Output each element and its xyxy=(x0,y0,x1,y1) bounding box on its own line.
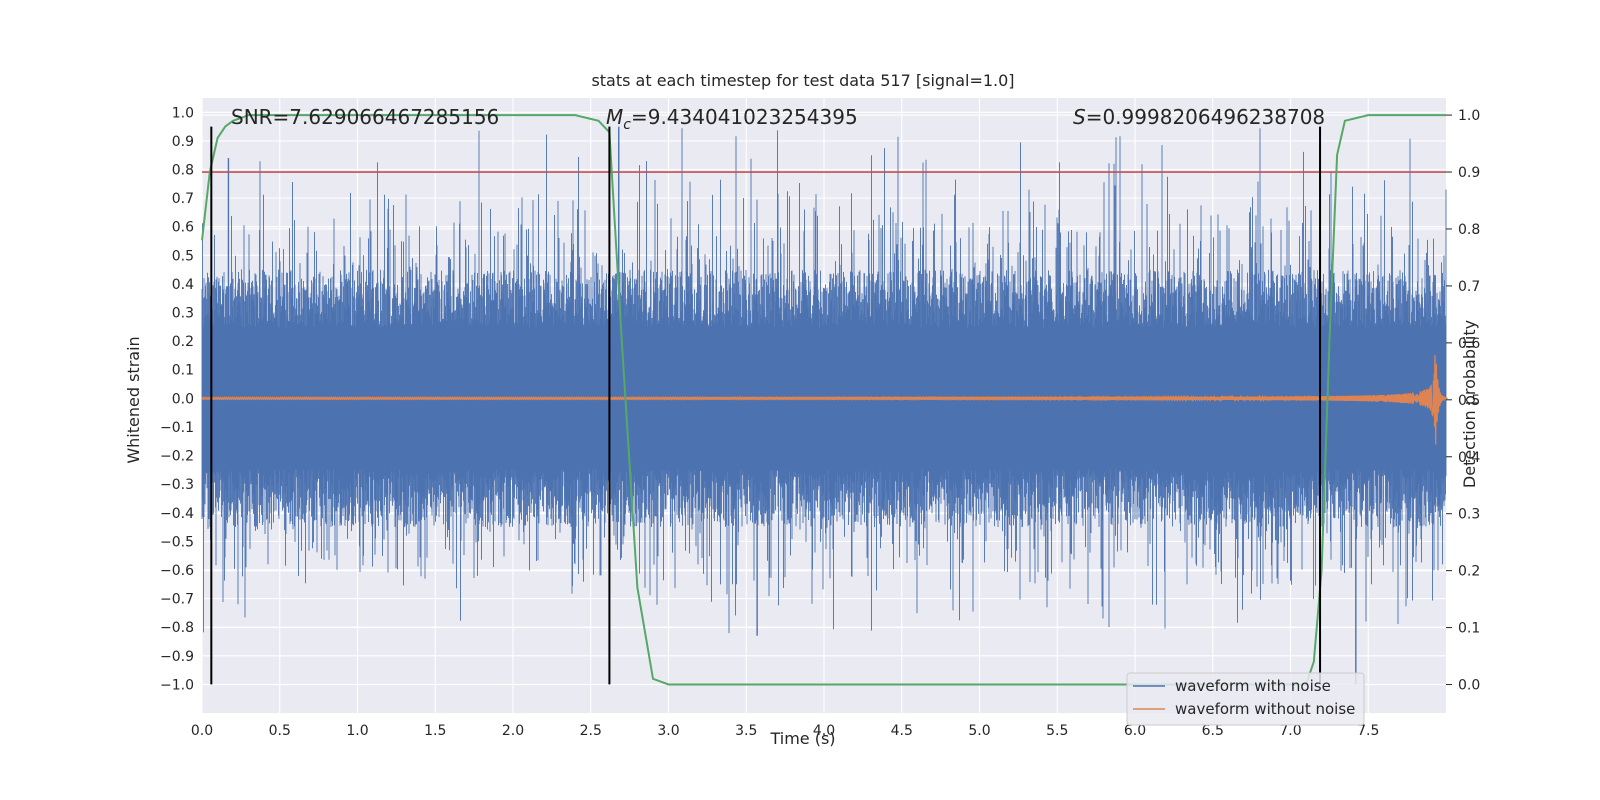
y-tick-label: −0.6 xyxy=(160,563,194,579)
y-tick-label: 0.7 xyxy=(172,191,194,207)
y-right-tick-label: 1.0 xyxy=(1458,108,1480,124)
score-symbol: S xyxy=(1073,105,1086,129)
series-detection-probability xyxy=(201,114,1446,686)
x-axis-label: Time (s) xyxy=(769,729,835,748)
y-tick-label: 0.9 xyxy=(172,134,194,150)
y-axis-label-right: Detection probability xyxy=(1460,320,1479,488)
y-tick-label: 0.5 xyxy=(172,248,194,264)
detection-probability-line xyxy=(201,114,1446,686)
x-tick-label: 1.5 xyxy=(424,723,446,739)
y-right-tick-label: 0.8 xyxy=(1458,222,1480,238)
y-tick-label: 0.8 xyxy=(172,163,194,179)
tick-labels: 0.0 0.5 1.0 1.5 2.0 2.5 3.0 3.5 4.0 4.5 5.0 5.5 6.0 6… xyxy=(160,105,1480,739)
series-waveform-without-noise xyxy=(201,355,1448,445)
y-right-tick-label: 0.3 xyxy=(1458,507,1480,523)
legend-box xyxy=(1126,672,1365,726)
x-tick-label: 7.0 xyxy=(1279,723,1301,739)
y-right-tick-label: 0.6 xyxy=(1458,336,1480,352)
x-tick-label: 0.0 xyxy=(191,723,213,739)
y-tick-label: −0.7 xyxy=(160,592,194,608)
x-tick-label: 2.5 xyxy=(580,723,602,739)
x-tick-label: 3.0 xyxy=(657,723,679,739)
y-tick-label: −0.3 xyxy=(160,477,194,493)
x-tick-label: 4.5 xyxy=(891,723,913,739)
x-tick-label: 6.0 xyxy=(1124,723,1146,739)
y-tick-label: 0.1 xyxy=(172,363,194,379)
chirp-mass-annotation: Mc=9.434041023254395 xyxy=(606,105,858,133)
chirp-mass-value: =9.434041023254395 xyxy=(631,105,858,129)
legend-label-noise: waveform with noise xyxy=(1175,677,1331,695)
y-tick-label: −0.2 xyxy=(160,449,194,465)
y-right-tick-label: 0.4 xyxy=(1458,450,1480,466)
y-tick-label: −0.5 xyxy=(160,534,194,550)
chirp-mass-symbol: M xyxy=(606,105,623,129)
chart-title: stats at each timestep for test data 517… xyxy=(591,71,1014,90)
legend-label-clean: waveform without noise xyxy=(1175,700,1355,718)
vertical-markers xyxy=(210,126,1322,685)
x-tick-label: 6.5 xyxy=(1202,723,1224,739)
x-tick-label: 3.5 xyxy=(735,723,757,739)
x-tick-label: 2.0 xyxy=(502,723,524,739)
y-tick-label: 0.2 xyxy=(172,334,194,350)
chirp-mass-subscript: c xyxy=(623,117,631,133)
y-tick-label: −0.9 xyxy=(160,649,194,665)
y-axis-label: Whitened strain xyxy=(124,336,143,463)
snr-annotation: SNR=7.629066467285156 xyxy=(231,105,499,129)
y-right-tick-label: 0.2 xyxy=(1458,564,1480,580)
x-tick-label: 5.0 xyxy=(968,723,990,739)
x-tick-label: 0.5 xyxy=(269,723,291,739)
x-tick-label: 4.0 xyxy=(813,723,835,739)
y-tick-label: 0.4 xyxy=(172,277,194,293)
y-tick-label: −0.4 xyxy=(160,506,194,522)
legend: waveform with noise waveform without noi… xyxy=(1126,672,1365,726)
score-value: =0.9998206496238708 xyxy=(1086,105,1325,129)
y-tick-label: 0.6 xyxy=(172,220,194,236)
x-tick-label: 1.0 xyxy=(346,723,368,739)
y-tick-label: −0.1 xyxy=(160,420,194,436)
y-tick-label: −1.0 xyxy=(160,677,194,693)
x-tick-label: 7.5 xyxy=(1357,723,1379,739)
y-tick-label: −0.8 xyxy=(160,620,194,636)
y-right-tick-label: 0.0 xyxy=(1458,678,1480,694)
x-tick-label: 5.5 xyxy=(1046,723,1068,739)
y-tick-label: 0.3 xyxy=(172,306,194,322)
y-tick-label: 0.0 xyxy=(172,391,194,407)
y-tick-label: 1.0 xyxy=(172,105,194,121)
y-right-tick-label: 0.5 xyxy=(1458,393,1480,409)
y-right-tick-label: 0.9 xyxy=(1458,165,1480,181)
y-right-tick-label: 0.1 xyxy=(1458,621,1480,637)
score-annotation: S=0.9998206496238708 xyxy=(1073,105,1325,129)
y-right-tick-label: 0.7 xyxy=(1458,279,1480,295)
clean-waveform-line xyxy=(201,355,1448,445)
